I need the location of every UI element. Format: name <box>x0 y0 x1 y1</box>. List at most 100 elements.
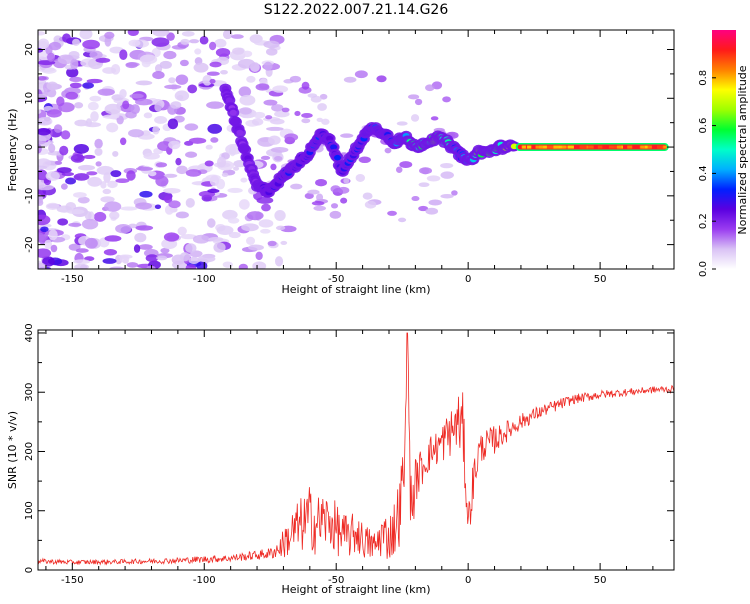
heatmap-noise-blob <box>387 210 397 216</box>
heatmap-noise-blob <box>77 164 96 171</box>
heatmap-noise-blob <box>175 211 189 219</box>
heatmap-noise-blob <box>274 110 290 118</box>
heatmap-noise-blob <box>315 179 328 187</box>
colorbar: 0.0 0.2 0.4 0.6 0.8 Normalized spectral ampl… <box>698 30 749 277</box>
heatmap-noise-blob <box>145 254 159 263</box>
heatmap-noise-blob <box>179 252 191 262</box>
heatmap-noise-blob <box>237 58 255 69</box>
heatmap-noise-blob <box>107 180 118 189</box>
heatmap-noise-blob <box>72 38 81 46</box>
heatmap-noise-blob <box>38 262 47 269</box>
heatmap-noise-blob <box>267 240 277 247</box>
heatmap-noise-blob <box>166 32 175 41</box>
heatmap-noise-blob <box>197 255 216 263</box>
heatmap-noise-blob <box>86 78 103 84</box>
heatmap-noise-blob <box>301 118 311 124</box>
heatmap-noise-blob <box>86 171 98 176</box>
heatmap-noise-blob <box>270 147 289 153</box>
heatmap-noise-blob <box>207 123 223 134</box>
heatmap-noise-blob <box>168 200 181 209</box>
heatmap-noise-blob <box>163 232 180 242</box>
heatmap-noise-blob <box>343 76 357 83</box>
heatmap-noise-blob <box>281 107 290 113</box>
heatmap-noise-blob <box>239 107 252 115</box>
heatmap-noise-blob <box>216 225 234 235</box>
heatmap-noise-blob <box>77 196 90 204</box>
heatmap-noise-blob <box>82 82 94 89</box>
heatmap-noise-blob <box>193 62 209 73</box>
heatmap-ridge-core <box>232 119 240 125</box>
heatmap-noise-blob <box>38 248 52 258</box>
y-tick-label: 200 <box>24 442 35 461</box>
y-tick-label: 10 <box>24 92 35 105</box>
snr-series-line <box>38 332 674 566</box>
heatmap-noise-blob <box>135 166 154 171</box>
heatmap-noise-blob <box>40 226 49 233</box>
heatmap-x-ticks: -150 -100 -50 0 50 <box>45 30 654 285</box>
heatmap-noise-blob <box>185 243 197 253</box>
heatmap-noise-blob <box>119 137 127 146</box>
heatmap-noise-blob <box>38 178 45 189</box>
colorbar-ticks: 0.0 0.2 0.4 0.6 0.8 <box>698 70 716 277</box>
heatmap-noise-blob <box>84 210 92 220</box>
heatmap-noise-blob <box>208 236 224 242</box>
heatmap-noise-blob <box>100 196 115 203</box>
colorbar-tick-label: 0.0 <box>698 261 709 277</box>
heatmap-noise-blob <box>70 58 79 70</box>
heatmap-noise-blob <box>214 38 227 48</box>
heatmap-noise-blob <box>155 162 168 168</box>
heatmap-noise-blob <box>155 175 169 187</box>
heatmap-noise-blob <box>180 38 190 45</box>
heatmap-noise-blob <box>90 111 99 122</box>
colorbar-tick-label: 0.4 <box>698 165 709 181</box>
heatmap-noise-blob <box>240 177 248 183</box>
heatmap-noise-blob <box>253 111 266 119</box>
heatmap-noise-blob <box>227 217 240 224</box>
heatmap-noise-blob <box>307 93 318 98</box>
heatmap-noise-blob <box>194 48 202 55</box>
heatmap-band-speckle <box>597 145 603 149</box>
heatmap-noise-blob <box>43 116 51 122</box>
heatmap-band-speckle <box>616 145 622 149</box>
heatmap-noise-blob <box>126 170 136 181</box>
heatmap-noise-blob <box>102 114 120 119</box>
heatmap-noise-blob <box>119 89 127 99</box>
heatmap-noise-blob <box>66 67 79 78</box>
heatmap-noise-blob <box>68 243 81 251</box>
heatmap-noise-blob <box>175 157 182 166</box>
heatmap-noise-blob <box>396 121 408 126</box>
heatmap-noise-blob <box>119 49 128 61</box>
heatmap-noise-blob <box>130 104 141 115</box>
heatmap-noise-blob <box>184 123 199 131</box>
heatmap-noise-blob <box>204 160 214 167</box>
heatmap-band-speckle <box>562 145 567 149</box>
heatmap-x-axis-label: Height of straight line (km) <box>281 283 430 296</box>
heatmap-noise-blob <box>82 154 96 159</box>
heatmap-noise-blob <box>62 33 71 43</box>
heatmap-noise-blob <box>188 137 207 144</box>
colorbar-tick-label: 0.6 <box>698 118 709 134</box>
heatmap-noise-blob <box>343 177 350 184</box>
heatmap-noise-blob <box>329 210 342 219</box>
heatmap-noise-blob <box>181 31 195 37</box>
heatmap-noise-blob <box>258 219 274 228</box>
heatmap-noise-blob <box>399 161 413 169</box>
heatmap-band-speckle <box>539 145 544 149</box>
heatmap-noise-blob <box>168 77 176 84</box>
heatmap-noise-blob <box>38 144 42 154</box>
heatmap-noise-blob <box>233 166 240 171</box>
heatmap-noise-blob <box>57 218 69 226</box>
heatmap-noise-blob <box>46 109 62 118</box>
heatmap-noise-blob <box>96 165 114 175</box>
heatmap-noise-blob <box>81 218 99 230</box>
heatmap-noise-blob <box>199 35 209 45</box>
heatmap-noise-blob <box>139 190 153 198</box>
heatmap-noise-blob <box>304 192 314 200</box>
heatmap-band-speckle <box>587 145 594 149</box>
heatmap-noise-blob <box>87 176 102 187</box>
heatmap-noise-blob <box>340 197 348 204</box>
heatmap-noise-blob <box>95 161 102 167</box>
heatmap-noise-blob <box>222 209 238 220</box>
heatmap-band-speckle <box>642 145 651 149</box>
heatmap-noise-blob <box>362 192 373 200</box>
